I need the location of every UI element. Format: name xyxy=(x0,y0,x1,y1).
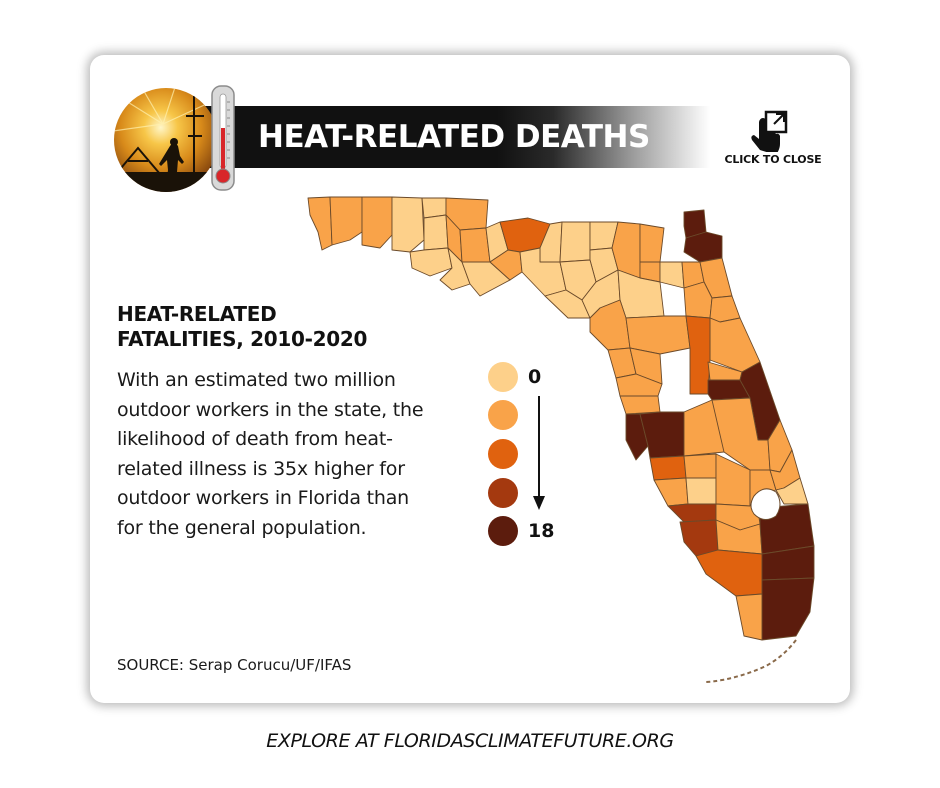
map-subtitle: HEAT-RELATED FATALITIES, 2010-2020 xyxy=(117,302,417,352)
legend-swatch-4 xyxy=(488,478,518,508)
subtitle-line-2: FATALITIES, 2010-2020 xyxy=(117,327,368,351)
county-bradford xyxy=(659,261,685,289)
county-washington xyxy=(423,214,449,251)
florida-county-map xyxy=(300,190,840,690)
county-miami-dade xyxy=(761,577,815,641)
county-manatee xyxy=(649,455,687,481)
close-button-label: CLICK TO CLOSE xyxy=(724,153,822,166)
county-liberty xyxy=(459,227,491,263)
county-desoto xyxy=(685,477,717,505)
county-lee xyxy=(679,519,719,557)
legend-swatch-2 xyxy=(488,400,518,430)
county-hillsborough xyxy=(639,411,685,459)
lake-okeechobee xyxy=(750,488,781,520)
close-button[interactable]: CLICK TO CLOSE xyxy=(718,106,828,172)
subtitle-line-1: HEAT-RELATED xyxy=(117,302,277,326)
county-franklin xyxy=(461,261,511,297)
county-pasco xyxy=(619,395,661,415)
county-martin xyxy=(775,477,809,505)
county-dixie xyxy=(544,289,591,319)
county-flagler xyxy=(709,295,741,323)
tap-hand-icon xyxy=(751,110,788,152)
color-legend: 0 18 xyxy=(480,360,570,550)
source-credit: SOURCE: Serap Corucu/UF/IFAS xyxy=(117,656,352,674)
florida-keys xyxy=(703,639,797,683)
heat-worker-logo xyxy=(108,76,240,204)
county-madison xyxy=(559,221,591,263)
scale-arrow-icon xyxy=(533,396,545,510)
county-sarasota xyxy=(653,477,689,507)
county-monroe-mainland xyxy=(735,593,763,641)
county-okaloosa xyxy=(361,196,393,249)
county-santa-rosa xyxy=(329,196,363,246)
county-duval xyxy=(683,231,723,263)
county-escambia xyxy=(307,196,333,251)
legend-swatch-5 xyxy=(488,516,518,546)
county-charlotte xyxy=(667,503,717,523)
county-hernando xyxy=(615,373,663,397)
footer-link[interactable]: EXPLORE AT FLORIDASCLIMATEFUTURE.ORG xyxy=(266,730,674,752)
legend-swatch-1 xyxy=(488,362,518,392)
county-lake xyxy=(685,315,711,395)
description-text: With an estimated two million outdoor wo… xyxy=(117,369,424,539)
county-baker xyxy=(639,223,665,263)
county-marion xyxy=(625,315,691,355)
county-volusia xyxy=(709,317,761,373)
county-holmes xyxy=(421,197,447,219)
page-title: HEAT-RELATED DEATHS xyxy=(258,119,650,155)
title-bar xyxy=(150,106,710,168)
legend-swatch-3 xyxy=(488,439,518,469)
county-walton xyxy=(391,196,425,253)
county-hardee xyxy=(683,453,717,479)
legend-max-label: 18 xyxy=(528,520,555,542)
county-collier xyxy=(695,549,763,597)
county-bay xyxy=(409,247,453,277)
legend-min-label: 0 xyxy=(528,366,542,388)
